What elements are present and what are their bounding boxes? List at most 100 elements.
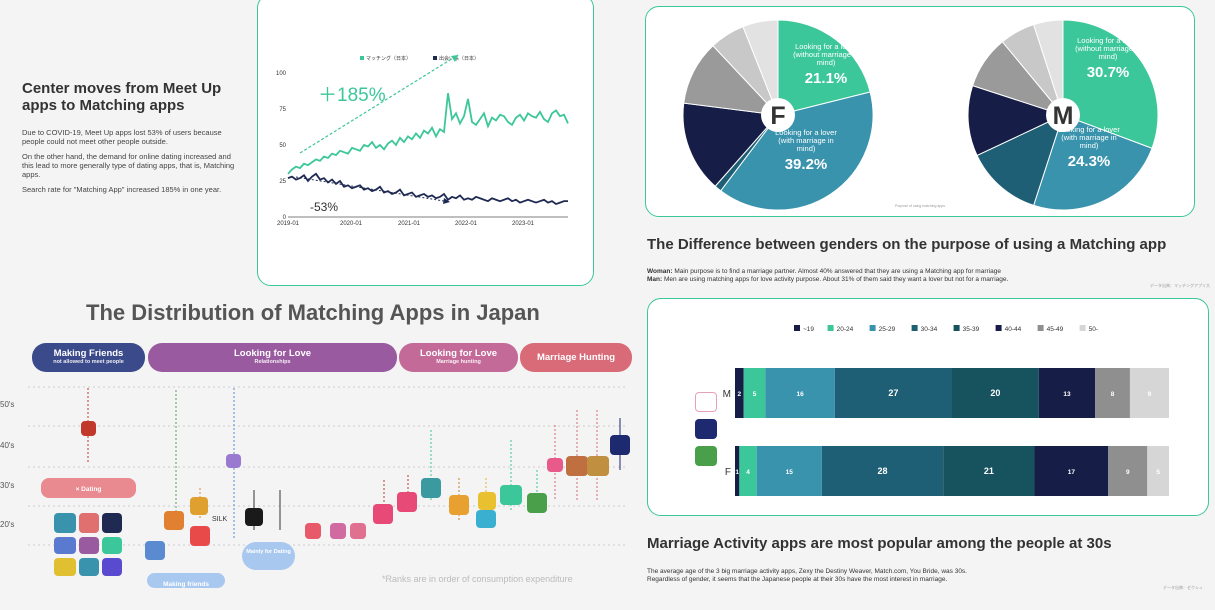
legend-swatch-1 <box>827 325 834 331</box>
y-tick-label: 25 <box>279 179 286 185</box>
female-pie-center <box>761 98 795 132</box>
category-label: Marriage Hunting <box>536 352 616 363</box>
app-icon-love-8 <box>500 485 522 505</box>
bar-value-label: 9 <box>1148 391 1152 398</box>
category-sub: Relationships <box>254 359 291 365</box>
making-friends-label: Making friends <box>163 581 209 588</box>
female-slice-2-pct: 39.2% <box>785 156 828 173</box>
bar-value-label: 20 <box>990 388 1000 398</box>
male-slice-2-pct: 24.3% <box>1068 153 1111 170</box>
gender-purpose-caption: Woman: Main purpose is to find a marriag… <box>647 268 1167 284</box>
app-icon-with <box>373 504 393 524</box>
male-slice-2-label: Looking for a lover (with marriage in mind… <box>1058 125 1120 150</box>
bar-segment-F-1 <box>739 446 757 496</box>
age-source-note: データ出典：ゼクシィ <box>1163 585 1203 590</box>
bar-segment-F-2 <box>756 446 822 496</box>
zexy-app-icon <box>695 392 717 412</box>
bar-value-label: 16 <box>796 391 804 398</box>
legend-label-2: 25-29 <box>879 326 896 333</box>
bar-segment-F-0 <box>735 446 740 496</box>
app-icon-friend-2 <box>79 513 99 533</box>
trend-paragraph-2: On the other hand, the demand for online… <box>22 152 235 179</box>
trend-chart-panel: 0 25 50 75 100 2019-01 2020-01 2021-01 2022-01 20… <box>257 0 594 286</box>
age-stacked-bar-chart: ~19 20-24 25-29 30-34 35-39 40-44 45-49 50- M 2 5 1… <box>723 325 1169 496</box>
legend-swatch-4 <box>953 325 960 331</box>
app-icon-friend-5 <box>79 537 99 554</box>
category-sub: Marriage hunting <box>436 359 481 365</box>
x-tick-label: 2020-01 <box>340 221 363 227</box>
male-pie-center <box>1046 98 1080 132</box>
legend-label-1: 20-24 <box>837 326 854 333</box>
app-icon-marriage-2 <box>587 456 609 476</box>
legend-swatch-5 <box>995 325 1002 331</box>
bar-segment-F-3 <box>821 446 944 496</box>
bar-segment-M-5 <box>1038 368 1096 418</box>
match-app-icon <box>695 419 717 439</box>
app-icon-dine <box>305 523 321 539</box>
age-body-line-1: The average age of the 3 big marriage ac… <box>647 568 967 575</box>
pie-chart-panel: F Looking for a lover (without marriage in… <box>645 6 1195 217</box>
trend-paragraph-1: Due to COVID-19, Meet Up apps lost 53% o… <box>22 128 222 146</box>
youbride-app-icon <box>695 446 717 466</box>
legend-swatch <box>360 56 364 60</box>
female-slice-2-label: Looking for a lover (with marriage in mind… <box>775 128 837 153</box>
app-icon-love-3 <box>330 523 346 539</box>
app-icon-c <box>145 541 165 560</box>
x-tick-label: 2019-01 <box>277 221 300 227</box>
bar-segment-M-7 <box>1129 368 1169 418</box>
bar-value-label: 2 <box>738 391 742 398</box>
making-friends-badge: Making friends <box>147 573 225 588</box>
legend-label-7: 50- <box>1089 326 1098 333</box>
male-pie-slice-6 <box>1033 19 1064 116</box>
bar-value-label: 4 <box>746 469 750 476</box>
female-pie-slice-0 <box>777 19 871 116</box>
legend-swatch-2 <box>869 325 876 331</box>
category-sub: not allowed to meet people <box>53 359 124 365</box>
legend-swatch <box>433 56 437 60</box>
app-icon-friend-4 <box>54 537 76 554</box>
bar-value-label: 1 <box>735 469 739 476</box>
bar-segment-F-7 <box>1147 446 1169 496</box>
bar-value-label: 28 <box>878 466 888 476</box>
app-icon-friend-8 <box>79 558 99 576</box>
app-icon-omiai <box>449 495 469 515</box>
female-pie-slice-1 <box>720 91 874 211</box>
legend-label-4: 35-39 <box>963 326 980 333</box>
category-label: Looking for Love <box>419 348 498 359</box>
bar-segment-F-5 <box>1034 446 1109 496</box>
bar-value-label: 5 <box>1156 469 1160 476</box>
bar-segment-M-0 <box>735 368 744 418</box>
y-tick-label: 100 <box>276 71 287 77</box>
pie-chart-note: Purpose of using matching apps <box>895 204 945 208</box>
x-tick-label: 2022-01 <box>455 221 478 227</box>
decline-arrow <box>295 176 451 203</box>
app-icon-black <box>245 508 263 526</box>
mainly-for-dating-badge: Mainly for Dating <box>242 542 295 570</box>
app-icon-crown <box>478 492 496 510</box>
legend-swatch-6 <box>1037 325 1044 331</box>
distribution-heading: The Distribution of Matching Apps in Jap… <box>86 300 540 325</box>
x-tick-label: 2023-01 <box>512 221 535 227</box>
male-pie-letter: M <box>1053 102 1074 130</box>
dating-badge: × Dating <box>41 478 136 498</box>
bar-segment-M-2 <box>765 368 835 418</box>
app-icon-friend-1 <box>54 513 76 533</box>
female-slice-1-pct: 21.1% <box>805 70 848 87</box>
app-icon-zexy <box>547 458 563 472</box>
female-pie-slice-3 <box>682 102 779 187</box>
distribution-footnote: *Ranks are in order of consumption expen… <box>382 574 573 584</box>
decline-annotation: -53% <box>310 200 338 214</box>
man-label: Man: <box>647 276 663 283</box>
bar-value-label: 8 <box>1111 391 1115 398</box>
male-pie-slice-3 <box>967 85 1065 157</box>
legend-swatch-3 <box>911 325 918 331</box>
app-icon-marriage-1 <box>566 456 588 476</box>
dating-label: × Dating <box>75 486 102 493</box>
series-line-0 <box>287 93 569 175</box>
growth-arrow-head <box>451 55 458 62</box>
woman-text: Main purpose is to find a marriage partn… <box>672 268 1001 275</box>
female-slice-1-label: Looking for a lover (without marriage in m… <box>793 42 859 67</box>
app-icon-love-9 <box>527 493 547 513</box>
trend-line-chart: 0 25 50 75 100 2019-01 2020-01 2021-01 2022-01 20… <box>276 54 569 227</box>
age-bar-panel: ~19 20-24 25-29 30-34 35-39 40-44 45-49 50- M 2 5 1… <box>647 298 1209 516</box>
